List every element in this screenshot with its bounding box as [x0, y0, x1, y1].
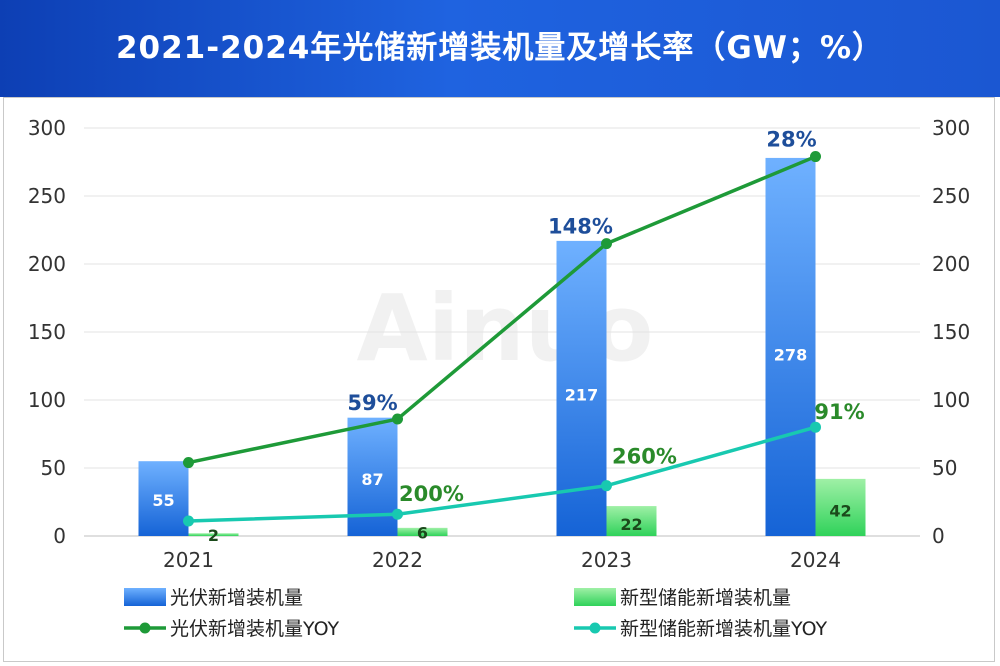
yoy-label: 260%: [612, 445, 677, 469]
yoy-line: [188, 154, 817, 465]
yoy-lines: 59% 148% 28% 200% 260% 91%: [183, 128, 865, 527]
legend-label: 光伏新增装机量: [170, 587, 303, 609]
bar-value-label: 87: [361, 470, 383, 489]
left-axis: 0 50 100 150 200 250 300: [28, 116, 66, 548]
y-tick-label: 200: [28, 252, 66, 276]
yoy-point: [810, 421, 821, 433]
legend-label: 新型储能新增装机量YOY: [620, 618, 827, 640]
legend-swatch: [124, 588, 166, 606]
legend-label: 光伏新增装机量YOY: [170, 618, 339, 640]
x-tick-label: 2024: [790, 548, 841, 572]
right-axis: 0 50 100 150 200 250 300: [932, 116, 970, 548]
y-tick-label: 150: [28, 320, 66, 344]
bar-value-label: 217: [565, 385, 598, 404]
bar-pv: [138, 461, 189, 536]
yoy-point: [810, 151, 821, 163]
yoy-point: [601, 238, 612, 250]
bar-es: [188, 533, 239, 536]
yoy-label: 200%: [399, 482, 464, 506]
bar-pv: [765, 157, 816, 537]
bar-es: [397, 527, 448, 536]
y-tick-label: 0: [53, 524, 66, 548]
yoy-point: [392, 413, 403, 425]
yoy-label: 148%: [548, 215, 613, 239]
x-tick-label: 2023: [581, 548, 632, 572]
y2-tick-label: 150: [932, 320, 970, 344]
bar-value-label: 42: [829, 501, 851, 520]
legend-swatch: [139, 622, 151, 634]
x-tick-label: 2022: [372, 548, 423, 572]
y2-tick-label: 0: [932, 524, 945, 548]
yoy-label: 59%: [347, 391, 397, 415]
legend-label: 新型储能新增装机量: [620, 587, 791, 609]
legend-swatch: [589, 622, 601, 634]
bar-value-label: 2: [208, 526, 219, 545]
x-axis: 2021 2022 2023 2024: [163, 548, 841, 572]
y2-tick-label: 250: [932, 184, 970, 208]
y-tick-label: 300: [28, 116, 66, 140]
y-tick-label: 100: [28, 388, 66, 412]
yoy-point: [183, 457, 194, 469]
y2-tick-label: 50: [932, 456, 957, 480]
yoy-line: [188, 425, 816, 523]
bar-value-label: 6: [417, 523, 428, 542]
yoy-point: [183, 515, 194, 527]
bar-value-label: 278: [774, 346, 807, 365]
y-tick-label: 250: [28, 184, 66, 208]
bar-value-label: 22: [620, 515, 642, 534]
bar-es: [815, 478, 866, 536]
chart-frame: [3, 97, 995, 662]
bar-value-label: 55: [152, 491, 174, 510]
chart-title: 2021-2024年光储新增装机量及增长率（GW；%）: [115, 30, 885, 66]
y2-tick-label: 200: [932, 252, 970, 276]
title-bar: 2021-2024年光储新增装机量及增长率（GW；%）: [0, 0, 1000, 97]
yoy-point: [601, 480, 612, 492]
yoy-point: [392, 508, 403, 520]
y2-tick-label: 300: [932, 116, 970, 140]
yoy-label: 91%: [814, 400, 864, 424]
y2-tick-label: 100: [932, 388, 970, 412]
bar-es: [606, 506, 657, 536]
legend-swatch: [574, 588, 616, 606]
y-tick-label: 50: [41, 456, 66, 480]
x-tick-label: 2021: [163, 548, 214, 572]
yoy-label: 28%: [766, 128, 816, 152]
